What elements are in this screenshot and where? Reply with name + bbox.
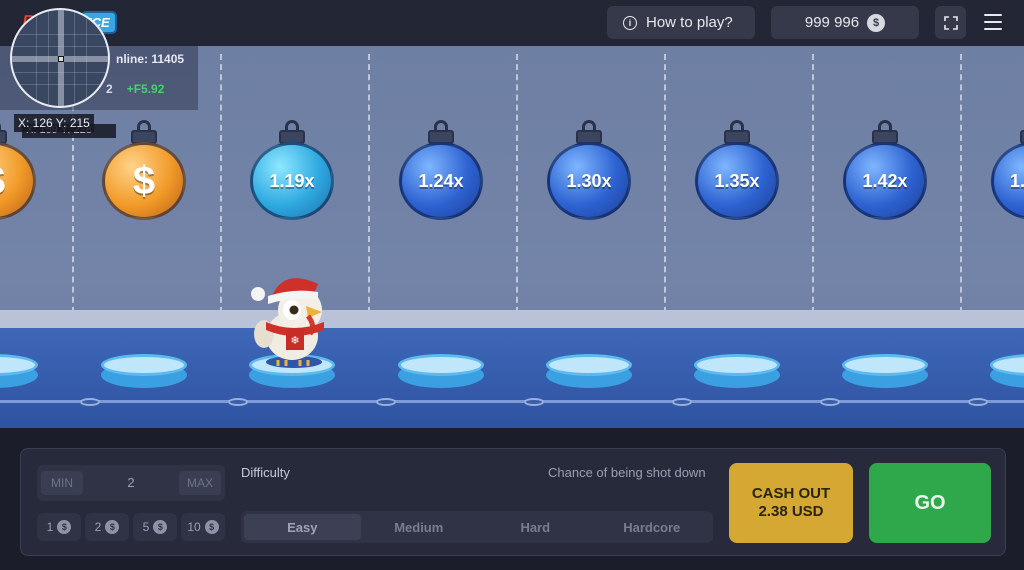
lane-divider <box>72 54 74 414</box>
menu-bar-icon <box>984 28 1002 30</box>
tab-easy[interactable]: Easy <box>244 514 361 540</box>
quick-bet-button[interactable]: 1 $ <box>37 513 81 541</box>
lane-divider <box>516 54 518 414</box>
ornament-multiplier: 1.35x <box>693 118 781 222</box>
how-to-play-label: How to play? <box>646 14 733 31</box>
ornament-multiplier: 1.19x <box>248 118 336 222</box>
online-count: nline: 11405 <box>116 52 185 66</box>
road-bead <box>376 398 396 406</box>
recent-win-amount: 2 <box>106 82 113 96</box>
quick-bet-button[interactable]: 5 $ <box>133 513 177 541</box>
road-bead <box>228 398 248 406</box>
ornament-multiplier: 1.4 <box>989 118 1024 222</box>
quick-bet-button[interactable]: 10 $ <box>181 513 225 541</box>
difficulty-selector: Easy Medium Hard Hardcore <box>241 511 713 543</box>
road-bead <box>524 398 544 406</box>
road-bead <box>80 398 100 406</box>
chicken-character-icon: ❄ <box>251 278 324 368</box>
how-to-play-button[interactable]: i How to play? <box>607 6 755 39</box>
menu-bar-icon <box>984 14 1002 16</box>
ornament-multiplier: 1.30x <box>545 118 633 222</box>
fullscreen-button[interactable] <box>935 6 966 39</box>
multiplier-label: 1.19x <box>250 142 334 220</box>
dollar-coin-icon: $ <box>105 520 120 534</box>
recent-win: 2 +F5.92 <box>106 82 164 96</box>
manhole-step[interactable] <box>101 354 187 388</box>
manhole-step[interactable] <box>694 354 780 388</box>
ornament-multiplier: 1.42x <box>841 118 929 222</box>
multiplier-label: 1.30x <box>547 142 631 220</box>
tab-hard[interactable]: Hard <box>520 519 551 535</box>
quick-bet-button[interactable]: 2 $ <box>85 513 129 541</box>
quick-bet-label: 5 <box>142 520 150 534</box>
balance-amount: 999 996 <box>804 14 860 31</box>
tab-hardcore[interactable]: Hardcore <box>623 519 681 535</box>
manhole-step[interactable] <box>842 354 928 388</box>
cash-out-button[interactable]: CASH OUT 2.38 USD <box>729 463 853 543</box>
dollar-coin-icon: $ <box>153 520 168 534</box>
lane-divider <box>368 54 370 414</box>
fullscreen-icon <box>943 15 958 30</box>
cash-out-amount: 2.38 USD <box>758 503 824 520</box>
bet-amount-stepper: MIN 2 MAX <box>37 465 225 501</box>
quick-bet-label: 10 <box>187 520 201 534</box>
recent-win-delta: +F5.92 <box>126 82 165 96</box>
ornament-multiplier: $ <box>0 118 38 222</box>
cursor-coordinates: X: 126 Y: 215 <box>14 114 94 132</box>
lane-divider <box>220 54 222 414</box>
manhole-step[interactable] <box>546 354 632 388</box>
road-bead <box>820 398 840 406</box>
dollar-ornament-icon: $ <box>0 142 36 220</box>
manhole-step[interactable] <box>990 354 1024 388</box>
dollar-coin-icon: $ <box>57 520 72 534</box>
top-bar: ROAD ICE i How to play? 999 996 $ <box>0 0 1024 46</box>
multiplier-label: 1.35x <box>695 142 779 220</box>
multiplier-label: 1.4 <box>991 142 1024 220</box>
quick-bet-label: 2 <box>94 520 102 534</box>
magnifier-lens <box>10 8 110 108</box>
road-bead <box>968 398 988 406</box>
road-bead <box>672 398 692 406</box>
difficulty-label: Difficulty <box>241 465 290 480</box>
multiplier-label: 1.42x <box>843 142 927 220</box>
lane-divider <box>812 54 814 414</box>
info-icon: i <box>623 15 637 30</box>
menu-bar-icon <box>984 21 1002 23</box>
ornament-multiplier: 1.24x <box>397 118 485 222</box>
multiplier-label: 1.24x <box>399 142 483 220</box>
go-button[interactable]: GO <box>869 463 991 543</box>
bet-max-button[interactable]: MAX <box>179 471 221 495</box>
balance-display: 999 996 $ <box>771 6 919 39</box>
svg-text:❄: ❄ <box>290 334 299 347</box>
cash-out-label: CASH OUT <box>751 485 831 502</box>
bet-amount-input[interactable]: 2 <box>127 475 135 490</box>
dollar-coin-icon: $ <box>867 13 886 32</box>
lane-divider <box>960 54 962 414</box>
dollar-ornament-icon: $ <box>102 142 186 220</box>
ornament-multiplier: $ <box>100 118 188 222</box>
tab-medium[interactable]: Medium <box>394 519 444 535</box>
bet-min-button[interactable]: MIN <box>41 471 83 495</box>
chance-label: Chance of being shot down <box>548 465 706 480</box>
manhole-step[interactable] <box>0 354 38 388</box>
dollar-coin-icon: $ <box>204 520 219 534</box>
control-panel: MIN 2 MAX 1 $ 2 $ 5 $ 10 $ Difficulty Ch… <box>20 448 1006 556</box>
menu-button[interactable] <box>982 11 1004 33</box>
quick-bet-label: 1 <box>46 520 54 534</box>
manhole-step[interactable] <box>398 354 484 388</box>
crosshair-icon <box>58 56 64 62</box>
lane-divider <box>664 54 666 414</box>
road-line <box>0 400 1024 403</box>
ice-strip <box>0 310 1024 328</box>
